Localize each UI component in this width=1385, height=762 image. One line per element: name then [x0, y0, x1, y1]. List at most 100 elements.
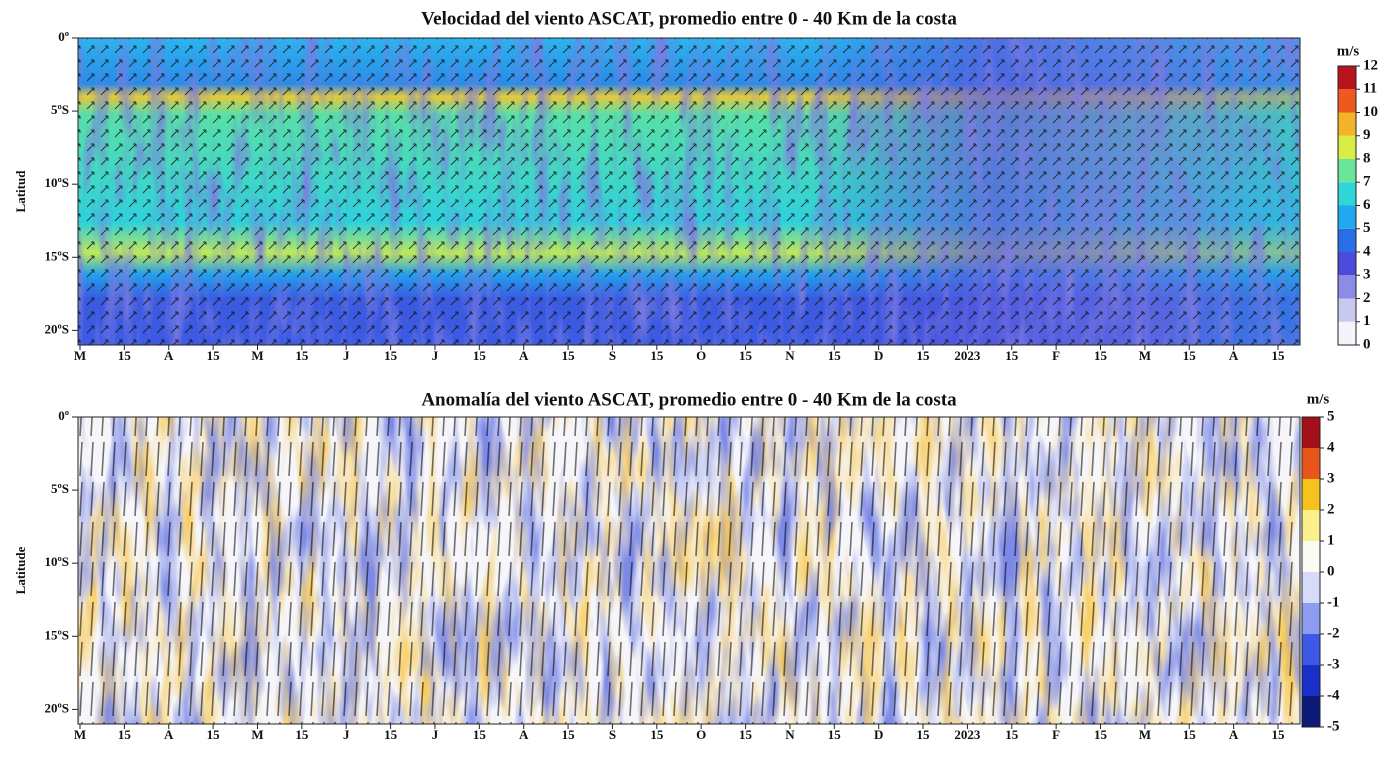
- colorbar-segment: [1338, 228, 1356, 252]
- x-tick-label: D: [874, 727, 883, 742]
- y-tick-label: 15ºS: [44, 627, 69, 642]
- x-tick-label: N: [785, 348, 795, 363]
- x-tick-label: 2023: [954, 348, 981, 363]
- colorbar-segment: [1302, 572, 1320, 603]
- x-tick-label: 15: [828, 348, 842, 363]
- colorbar-label: m/s: [1307, 391, 1330, 407]
- chart-title: Velocidad del viento ASCAT, promedio ent…: [421, 8, 957, 29]
- x-tick-label: M: [251, 348, 263, 363]
- colorbar-segment: [1338, 112, 1356, 136]
- colorbar-tick-label: 0: [1363, 336, 1371, 352]
- colorbar-tick-label: 10: [1363, 104, 1378, 120]
- colorbar-segment: [1302, 541, 1320, 572]
- y-tick-label: 10ºS: [44, 175, 69, 190]
- x-tick-label: M: [74, 727, 86, 742]
- plot-frame: [77, 416, 1301, 725]
- x-tick-label: 15: [739, 348, 753, 363]
- x-tick-label: M: [1139, 727, 1151, 742]
- colorbar-tick-label: 1: [1327, 532, 1335, 548]
- x-tick-label: 15: [207, 348, 221, 363]
- colorbar-tick-label: 5: [1327, 408, 1335, 424]
- x-tick-label: S: [609, 348, 616, 363]
- x-tick-label: 15: [739, 727, 753, 742]
- colorbar-segment: [1302, 696, 1320, 727]
- x-tick-label: F: [1052, 727, 1060, 742]
- colorbar-tick-label: 3: [1327, 470, 1335, 486]
- x-tick-label: 15: [295, 727, 309, 742]
- colorbar-tick-label: 6: [1363, 197, 1371, 213]
- x-tick-label: J: [432, 348, 439, 363]
- x-tick-label: A: [164, 348, 174, 363]
- x-tick-label: J: [432, 727, 439, 742]
- colorbar-segment: [1338, 159, 1356, 183]
- colorbar-segment: [1338, 321, 1356, 345]
- x-tick-label: 15: [118, 348, 132, 363]
- colorbar-tick-label: 3: [1363, 267, 1371, 283]
- colorbar-segment: [1338, 275, 1356, 299]
- x-tick-label: 15: [384, 727, 398, 742]
- x-tick-label: D: [874, 348, 883, 363]
- x-tick-label: 15: [1094, 348, 1108, 363]
- x-tick-label: 15: [295, 348, 309, 363]
- x-tick-label: N: [785, 727, 795, 742]
- x-tick-label: 15: [207, 727, 221, 742]
- y-tick-label: 5ºS: [51, 102, 69, 117]
- x-tick-label: 15: [917, 727, 931, 742]
- x-tick-label: 15: [1094, 727, 1108, 742]
- colorbar-segment: [1302, 665, 1320, 696]
- x-tick-label: O: [696, 348, 706, 363]
- colorbar-segment: [1338, 89, 1356, 113]
- x-tick-label: J: [343, 348, 350, 363]
- colorbar-tick-label: 11: [1363, 81, 1377, 97]
- x-tick-label: 15: [562, 727, 576, 742]
- colorbar-tick-label: -3: [1327, 656, 1340, 672]
- colorbar-segment: [1302, 510, 1320, 541]
- colorbar-tick-label: 4: [1327, 439, 1335, 455]
- y-tick-label: 20ºS: [44, 700, 69, 715]
- colorbar-segment: [1338, 66, 1356, 90]
- x-tick-label: 15: [118, 727, 132, 742]
- x-tick-label: M: [251, 727, 263, 742]
- x-tick-label: 15: [1272, 348, 1286, 363]
- colorbar-tick-label: -2: [1327, 625, 1340, 641]
- x-tick-label: S: [609, 727, 616, 742]
- x-tick-label: 15: [1183, 727, 1197, 742]
- colorbar-tick-label: 0: [1327, 563, 1335, 579]
- x-tick-label: M: [74, 348, 86, 363]
- colorbar-tick-label: -1: [1327, 594, 1340, 610]
- x-tick-label: 15: [473, 348, 487, 363]
- colorbar-tick-label: 12: [1363, 57, 1378, 73]
- colorbar-tick-label: -5: [1327, 718, 1340, 734]
- colorbar-tick-label: 2: [1327, 501, 1335, 517]
- colorbar-segment: [1302, 417, 1320, 448]
- y-tick-label: 15ºS: [44, 248, 69, 263]
- x-tick-label: A: [164, 727, 174, 742]
- colorbar-label: m/s: [1337, 43, 1360, 59]
- colorbar-tick-label: -4: [1327, 687, 1340, 703]
- x-tick-label: 15: [1272, 727, 1286, 742]
- x-tick-label: 15: [1005, 348, 1019, 363]
- y-tick-label: 20ºS: [44, 321, 69, 336]
- x-tick-label: O: [696, 727, 706, 742]
- x-tick-label: 2023: [954, 727, 981, 742]
- x-tick-label: A: [1229, 727, 1239, 742]
- x-tick-label: 15: [917, 348, 931, 363]
- y-tick-label: 0º: [58, 29, 69, 44]
- colorbar-segment: [1338, 298, 1356, 322]
- colorbar-segment: [1302, 634, 1320, 665]
- colorbar-segment: [1338, 182, 1356, 206]
- x-tick-label: 15: [1005, 727, 1019, 742]
- colorbar-segment: [1302, 479, 1320, 510]
- x-tick-label: M: [1139, 348, 1151, 363]
- colorbar-segment: [1338, 135, 1356, 159]
- y-tick-label: 5ºS: [51, 481, 69, 496]
- colorbar-tick-label: 8: [1363, 150, 1371, 166]
- colorbar-tick-label: 4: [1363, 243, 1371, 259]
- colorbar-segment: [1302, 448, 1320, 479]
- x-tick-label: 15: [1183, 348, 1197, 363]
- heatmap-panel: [78, 417, 1300, 724]
- x-tick-label: 15: [384, 348, 398, 363]
- x-tick-label: 15: [650, 348, 664, 363]
- colorbar-segment: [1338, 252, 1356, 276]
